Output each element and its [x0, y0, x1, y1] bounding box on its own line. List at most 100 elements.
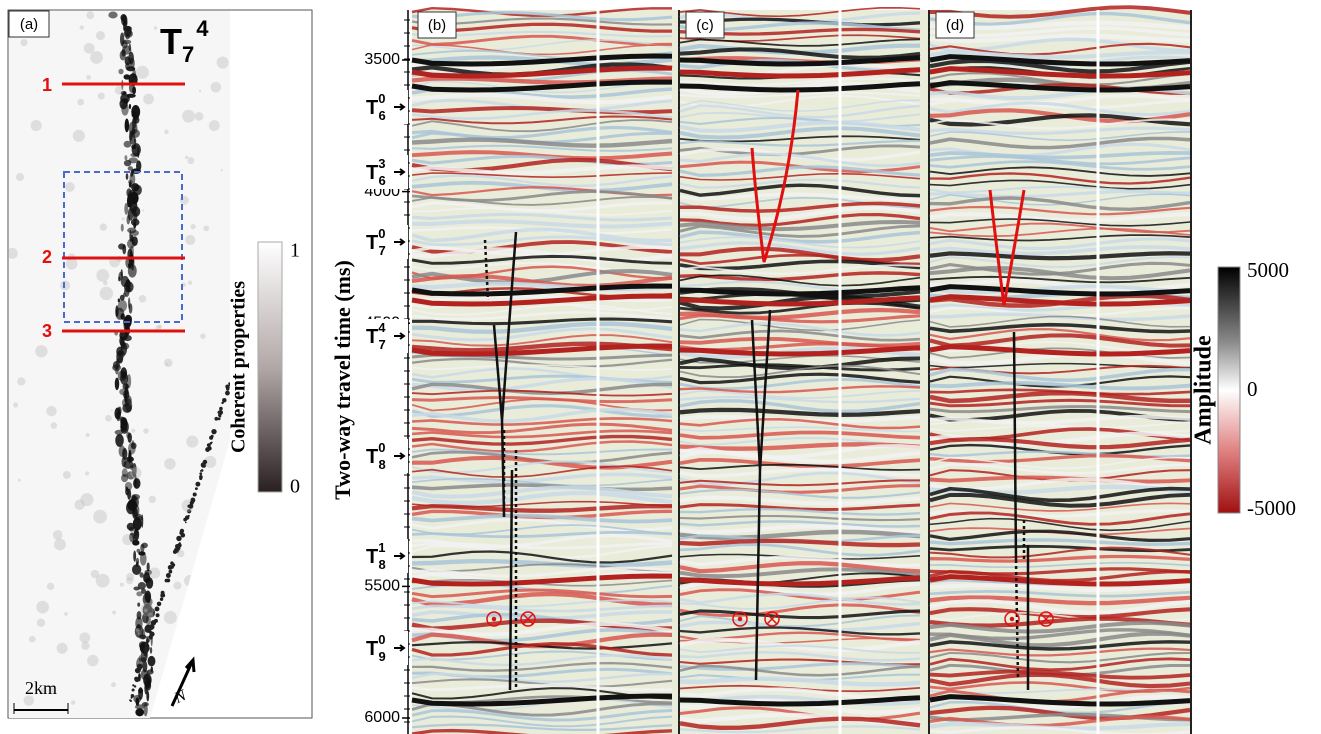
fault-speck [119, 294, 125, 301]
reflector [679, 529, 921, 540]
fault-speck [125, 173, 129, 180]
gray-speck [122, 534, 134, 546]
reflector [411, 92, 673, 105]
seismic-sections: (b) (c) (d) [411, 5, 1192, 734]
gray-speck [140, 602, 154, 617]
reflector [411, 382, 673, 396]
reflector [929, 275, 1191, 284]
fault-speck [136, 591, 143, 597]
fault-speck [118, 355, 124, 364]
fault-speck [205, 447, 210, 452]
gray-speck [62, 471, 71, 479]
reflector [411, 195, 673, 206]
reflector [929, 315, 1191, 328]
horizon-label: T0 8 [366, 440, 386, 472]
panel-label: (d) [946, 17, 964, 34]
gray-speck [90, 51, 103, 64]
reflector [679, 152, 921, 168]
gray-speck [110, 409, 113, 412]
reflector [929, 631, 1191, 648]
horizon-part: 9 [378, 649, 385, 664]
tick-label: 3500 [364, 51, 400, 68]
gray-speck [142, 209, 145, 212]
reflector [929, 538, 1191, 547]
gray-speck [114, 85, 124, 95]
gray-speck [105, 414, 112, 422]
reflector [411, 640, 673, 650]
reflector [679, 725, 921, 734]
fault-speck [116, 411, 121, 422]
fault-speck [146, 639, 150, 643]
reflector [929, 328, 1191, 342]
colorbar [257, 241, 283, 493]
reflector [679, 603, 921, 617]
gray-speck [216, 56, 229, 69]
reflector [679, 322, 921, 337]
gray-speck [81, 641, 90, 651]
reflector [411, 417, 673, 426]
fault-speck [168, 569, 173, 574]
reflector [679, 206, 921, 222]
horizon-part: T [366, 326, 378, 348]
fault-speck [128, 181, 132, 188]
fault-speck [123, 159, 132, 167]
fault-speck [124, 56, 131, 66]
gray-speck [163, 611, 177, 624]
fault-speck [127, 432, 132, 443]
gray-speck [138, 294, 147, 303]
fault-speck [139, 634, 147, 640]
gray-speck [165, 363, 169, 366]
horizon-part: 8 [378, 557, 385, 572]
colorbar-tick: 0 [1247, 377, 1258, 401]
gray-speck [80, 493, 94, 507]
fault-speck [131, 688, 135, 692]
gray-speck [20, 39, 28, 47]
reflector [679, 38, 921, 47]
fault-speck [124, 118, 130, 133]
reflector [679, 488, 921, 499]
strong-reflector [411, 693, 673, 707]
fault-speck [127, 166, 133, 171]
gray-speck [86, 11, 95, 20]
reflector [679, 47, 921, 60]
reflector [679, 524, 921, 535]
reflector [679, 399, 921, 414]
reflector [679, 264, 921, 275]
reflector [411, 579, 673, 587]
fault-speck [192, 492, 197, 497]
fault-speck [211, 428, 217, 435]
fault-speck [129, 133, 136, 145]
gray-speck [176, 549, 185, 558]
gray-speck [194, 111, 204, 121]
reflector [411, 490, 673, 506]
fault-speck [134, 704, 145, 710]
fault-speck [120, 313, 125, 320]
reflector [679, 592, 921, 606]
reflector [679, 555, 921, 568]
strong-reflector [929, 344, 1191, 357]
gray-speck [158, 324, 162, 329]
fault-speck [139, 572, 144, 578]
reflector [411, 550, 673, 564]
fault-speck [129, 699, 133, 702]
horizon-part: 3 [378, 156, 385, 171]
label-box [935, 11, 975, 39]
fault-speck [149, 631, 155, 637]
reflector [929, 620, 1191, 634]
gray-speck [185, 234, 196, 246]
axis-title: Two-way travel time (ms) [330, 260, 355, 500]
reflector [930, 561, 1191, 569]
reflector [411, 364, 673, 371]
gray-speck [220, 169, 223, 172]
fault-speck [108, 11, 118, 19]
reflector [411, 311, 673, 321]
gray-speck [65, 257, 78, 270]
reflector [929, 136, 1191, 150]
horizon-part: 8 [378, 457, 385, 472]
fault-speck [134, 625, 144, 638]
reflector [679, 139, 921, 147]
fault-speck [202, 459, 208, 465]
reflector [679, 271, 921, 282]
reflector [411, 604, 673, 613]
reflector [929, 405, 1191, 414]
